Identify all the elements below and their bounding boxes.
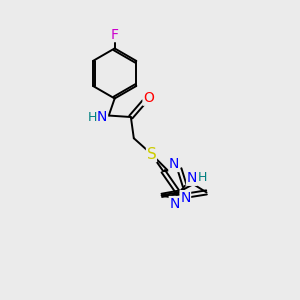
Text: H: H [88, 110, 97, 124]
Text: N: N [169, 196, 180, 211]
Text: N: N [187, 171, 197, 185]
Text: H: H [197, 171, 207, 184]
Text: F: F [111, 28, 119, 42]
Text: N: N [169, 158, 179, 171]
Text: O: O [143, 91, 154, 105]
Text: N: N [180, 191, 190, 205]
Text: N: N [97, 110, 107, 124]
Text: S: S [147, 147, 156, 162]
